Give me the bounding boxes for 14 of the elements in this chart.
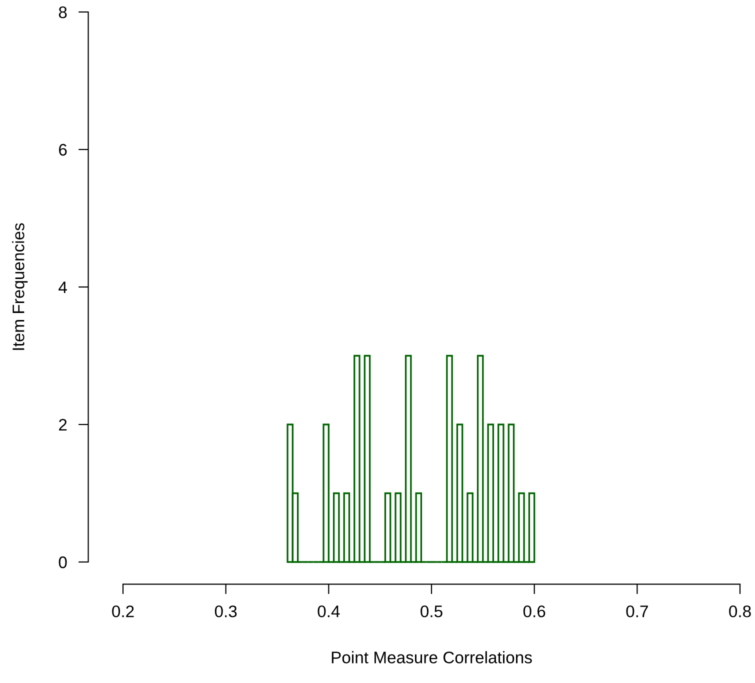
x-tick-label: 0.3 — [214, 605, 237, 618]
y-tick-label: 6 — [59, 144, 67, 156]
y-tick-label: 2 — [59, 418, 67, 431]
x-tick-label: 0.4 — [318, 605, 340, 618]
y-tick-label: 8 — [58, 6, 67, 18]
y-axis-title: Item Frequencies — [12, 223, 28, 350]
x-tick-label: 0.2 — [112, 605, 134, 618]
x-tick-label: 0.6 — [523, 605, 546, 618]
x-tick-label: 0.8 — [729, 605, 751, 618]
y-tick-label: 0 — [58, 556, 67, 568]
x-tick-label: 0.7 — [626, 605, 648, 618]
y-tick-label: 4 — [58, 282, 67, 294]
x-tick-label: 0.5 — [420, 605, 442, 618]
x-axis-title: Point Measure Correlations — [332, 651, 532, 664]
